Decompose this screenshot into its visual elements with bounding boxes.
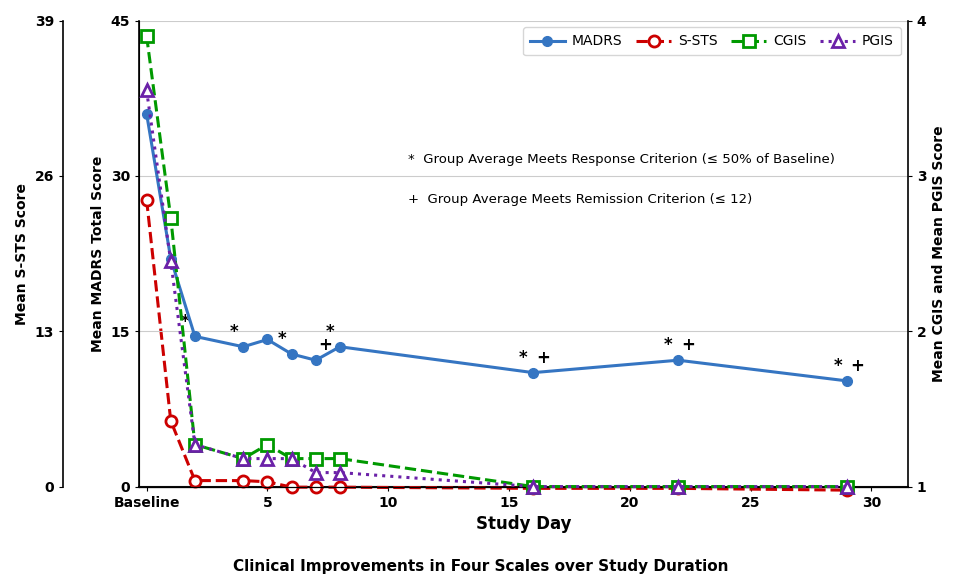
Legend: MADRS, S-STS, CGIS, PGIS: MADRS, S-STS, CGIS, PGIS (523, 28, 900, 55)
Y-axis label: Mean S-STS Score: Mean S-STS Score (15, 182, 29, 324)
Text: *: * (833, 357, 842, 375)
Text: +  Group Average Meets Remission Criterion (≤ 12): + Group Average Meets Remission Criterio… (408, 193, 752, 206)
Text: *: * (326, 323, 334, 341)
X-axis label: Study Day: Study Day (476, 515, 571, 533)
Text: Clinical Improvements in Four Scales over Study Duration: Clinical Improvements in Four Scales ove… (233, 559, 728, 574)
Y-axis label: Mean MADRS Total Score: Mean MADRS Total Score (91, 155, 106, 352)
Text: *: * (664, 336, 673, 354)
Text: *: * (230, 323, 237, 341)
Text: +: + (681, 336, 695, 354)
Text: *: * (278, 330, 286, 349)
Text: *: * (519, 349, 528, 367)
Text: +: + (850, 357, 864, 375)
Text: *  Group Average Meets Response Criterion (≤ 50% of Baseline): * Group Average Meets Response Criterion… (408, 153, 835, 166)
Text: +: + (318, 336, 333, 354)
Text: *: * (181, 313, 189, 331)
Text: +: + (536, 349, 550, 367)
Y-axis label: Mean CGIS and Mean PGIS Score: Mean CGIS and Mean PGIS Score (932, 125, 946, 382)
